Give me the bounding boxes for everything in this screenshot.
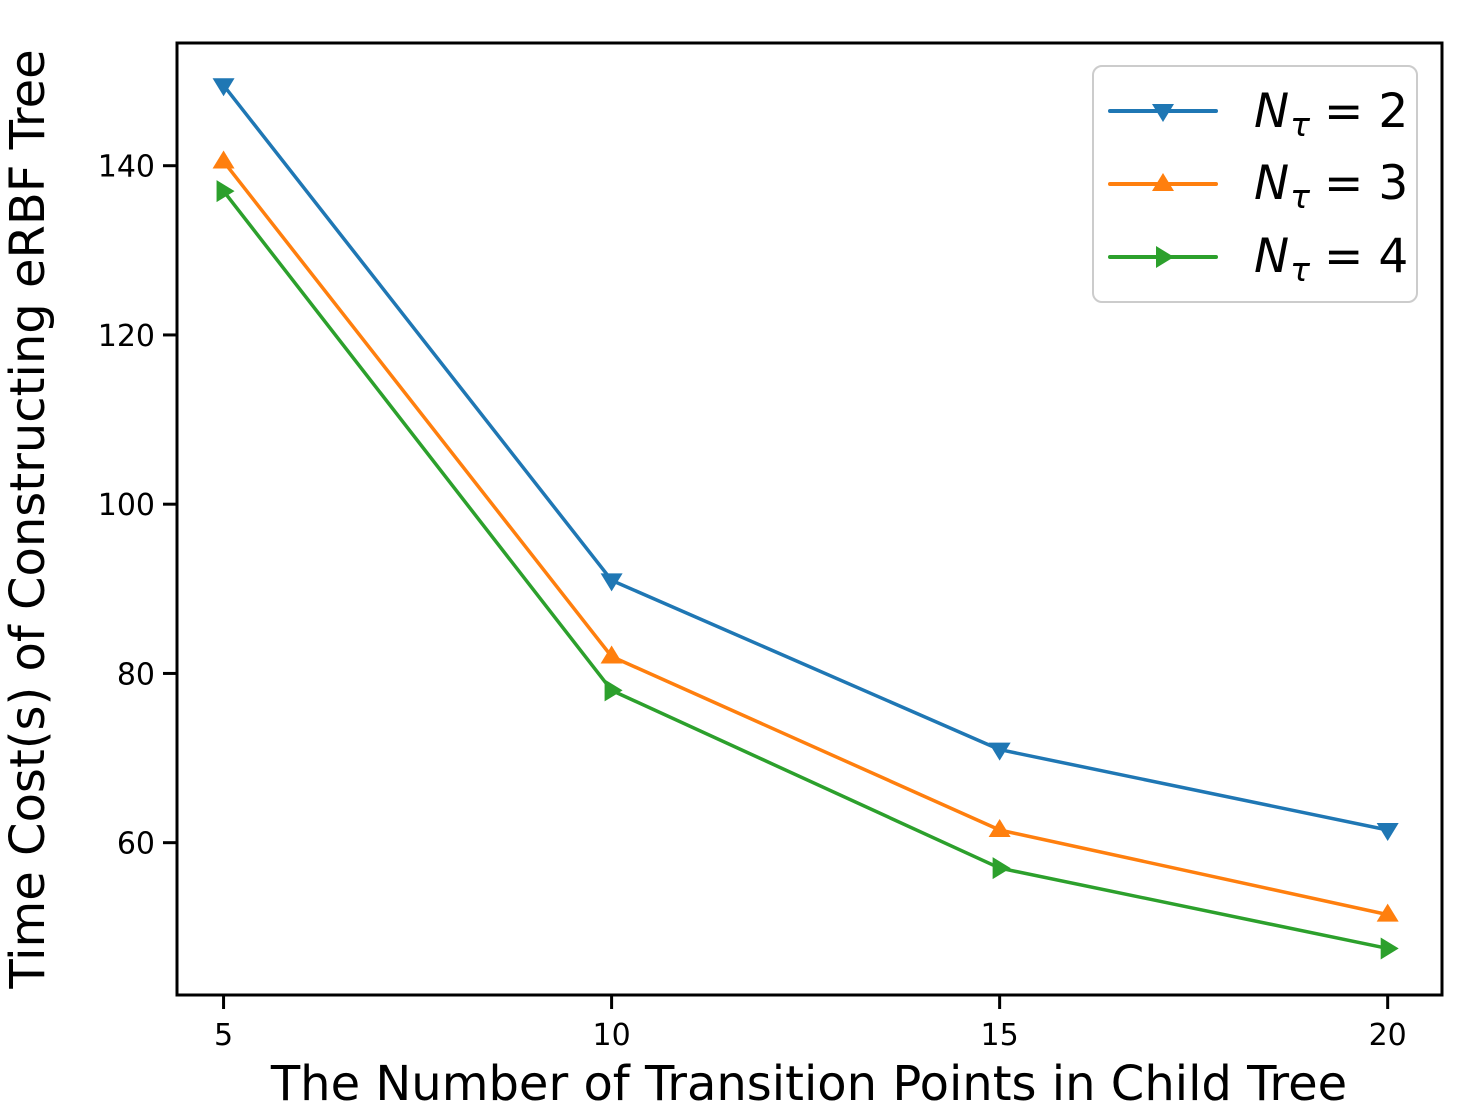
y-tick-label: 120 [98,319,155,354]
legend-entry: Nτ = 4 [1108,233,1416,286]
series-line-1 [221,83,1390,832]
legend-entry: Nτ = 3 [1108,160,1416,213]
legend-label-sub: τ [1290,250,1311,290]
series-line-3 [221,189,1390,951]
legend-label-sub: τ [1290,104,1311,144]
legend-label: Nτ = 2 [1254,88,1408,141]
legend-label-eq: = 2 [1324,83,1409,139]
series-line-2 [221,159,1390,917]
y-tick-label: 60 [117,827,155,862]
legend-label-base: N [1254,83,1290,139]
data-point-series3-x5 [216,180,235,203]
data-point-series3-x20 [1380,937,1399,960]
y-tick-label: 140 [98,150,155,185]
data-point-series1-x5 [212,78,235,97]
x-axis-label: The Number of Transition Points in Child… [270,1056,1347,1112]
data-point-series2-x5 [212,150,235,169]
legend-label-sub: τ [1290,177,1311,217]
legend-entry: Nτ = 2 [1108,88,1416,141]
data-point-series2-x15 [988,818,1011,837]
data-point-series2-x10 [600,645,623,664]
data-point-series2-x20 [1376,903,1399,922]
y-tick-label: 80 [117,657,155,692]
legend-label-base: N [1254,156,1290,212]
data-point-series1-x10 [600,573,623,592]
data-point-series3-x15 [992,857,1011,880]
x-tick-label: 20 [1369,1018,1407,1053]
legend-sample-marker [1152,104,1174,123]
y-axis-label: Time Cost(s) of Constructing eRBF Tree [0,49,56,989]
legend-label-eq: = 3 [1324,156,1409,212]
legend-label-eq: = 4 [1324,229,1409,285]
legend-sample-marker [1156,245,1174,268]
legend-label-base: N [1254,229,1290,285]
legend-marker-sample [1108,172,1218,191]
data-point-series1-x20 [1376,822,1399,841]
x-tick-label: 10 [593,1018,631,1053]
data-point-series1-x15 [988,742,1011,761]
legend-sample-marker [1152,172,1174,191]
x-tick-label: 5 [214,1018,233,1053]
plot-border [175,41,1444,997]
legend-label: Nτ = 4 [1254,233,1408,286]
y-tick-label: 100 [98,488,155,523]
data-point-series3-x10 [604,679,623,702]
legend-marker-sample [1108,245,1218,268]
x-tick-label: 15 [981,1018,1019,1053]
plot-area: 5 10 15 20 60 80 100 120 140 [98,41,1444,1053]
legend-label: Nτ = 3 [1254,160,1408,213]
legend-marker-sample [1108,104,1218,123]
legend: Nτ = 2 Nτ = 3 Nτ = 4 [1092,65,1418,303]
